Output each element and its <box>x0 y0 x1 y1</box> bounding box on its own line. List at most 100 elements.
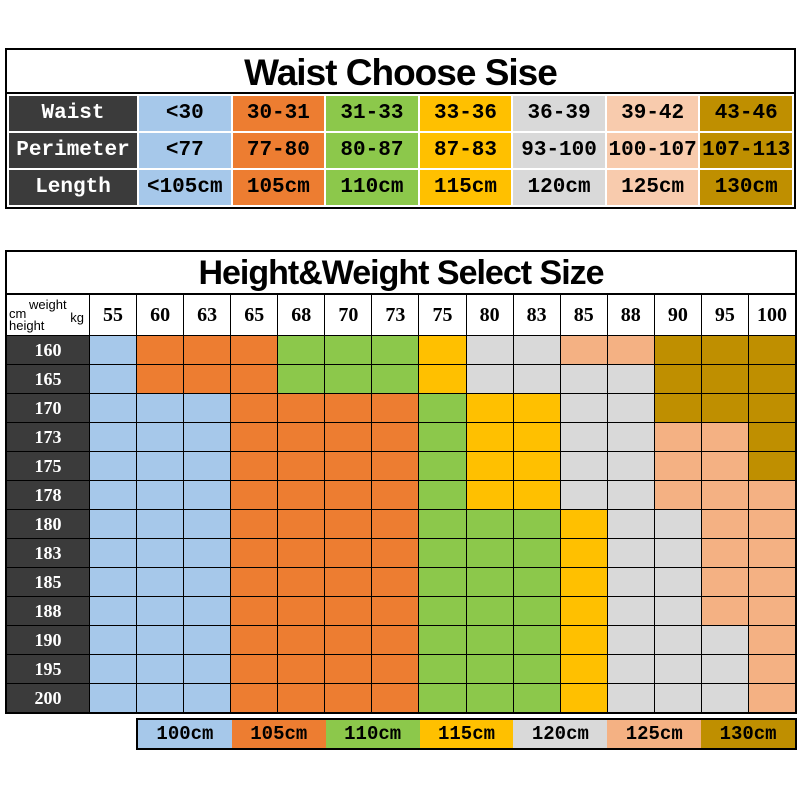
size-cell <box>325 597 372 625</box>
waist-cell: 36-39 <box>513 96 605 131</box>
size-cell <box>137 452 184 480</box>
size-cell <box>325 510 372 538</box>
size-cell <box>278 568 325 596</box>
size-cell <box>654 655 701 683</box>
size-cell <box>325 481 372 509</box>
size-cell <box>607 597 654 625</box>
size-cell <box>137 684 184 712</box>
weight-header-cell: 68 <box>278 295 325 335</box>
height-row-label: 183 <box>7 539 89 567</box>
size-cell <box>137 423 184 451</box>
size-cell <box>654 597 701 625</box>
weight-header-cell: 75 <box>419 295 466 335</box>
corner-cm-label: cm <box>9 306 27 321</box>
size-cell <box>748 452 795 480</box>
size-cell <box>137 655 184 683</box>
size-cell <box>560 394 607 422</box>
size-cell <box>325 655 372 683</box>
size-cell <box>560 655 607 683</box>
size-cell <box>607 365 654 393</box>
size-cell <box>466 684 513 712</box>
size-cell <box>654 568 701 596</box>
size-cell <box>231 336 278 364</box>
size-cell <box>701 452 748 480</box>
size-cell <box>419 655 466 683</box>
waist-table: Waist Choose Sise Waist <30 30-31 31-33 33-3… <box>5 48 796 209</box>
size-cell <box>701 684 748 712</box>
height-row-label: 188 <box>7 597 89 625</box>
size-cell <box>607 539 654 567</box>
size-cell <box>701 626 748 654</box>
size-cell <box>701 655 748 683</box>
legend-item: 105cm <box>231 720 326 748</box>
size-cell <box>137 336 184 364</box>
size-cell <box>137 365 184 393</box>
height-row-label: 200 <box>7 684 89 712</box>
size-cell <box>372 539 419 567</box>
size-cell <box>513 336 560 364</box>
height-row-label: 190 <box>7 626 89 654</box>
waist-cell: 107-113 <box>700 133 792 168</box>
size-cell <box>748 539 795 567</box>
size-cell <box>372 394 419 422</box>
size-cell <box>372 365 419 393</box>
size-cell <box>701 539 748 567</box>
size-cell <box>137 597 184 625</box>
size-cell <box>701 394 748 422</box>
size-cell <box>231 568 278 596</box>
height-row-label: 185 <box>7 568 89 596</box>
size-cell <box>513 394 560 422</box>
size-cell <box>607 452 654 480</box>
waist-cell: 87-83 <box>419 133 512 168</box>
size-cell <box>748 365 795 393</box>
size-cell <box>701 597 748 625</box>
weight-header-cell: 63 <box>184 295 231 335</box>
size-cell <box>372 423 419 451</box>
waist-cell: <77 <box>139 133 231 168</box>
size-cell <box>513 365 560 393</box>
size-cell <box>466 481 513 509</box>
size-cell <box>560 423 607 451</box>
size-cell <box>90 568 137 596</box>
size-cell <box>748 481 795 509</box>
size-cell <box>90 510 137 538</box>
weight-header-cell: 88 <box>607 295 654 335</box>
weight-header-cell: 55 <box>90 295 137 335</box>
size-cell <box>466 365 513 393</box>
size-cell <box>231 510 278 538</box>
size-cell <box>654 423 701 451</box>
size-cell <box>278 539 325 567</box>
waist-table-grid: Waist <30 30-31 31-33 33-36 36-39 39-42 43-46 Pe… <box>7 94 794 207</box>
size-cell <box>231 684 278 712</box>
size-cell <box>513 481 560 509</box>
size-cell <box>372 510 419 538</box>
size-cell <box>137 568 184 596</box>
size-cell <box>560 539 607 567</box>
waist-cell: 120cm <box>513 170 605 205</box>
height-row-label: 180 <box>7 510 89 538</box>
size-cell <box>325 539 372 567</box>
size-cell <box>90 365 137 393</box>
size-cell <box>701 481 748 509</box>
legend-item: 100cm <box>138 720 232 748</box>
size-cell <box>466 423 513 451</box>
legend: 100cm 105cm 110cm 115cm 120cm 125cm 130cm <box>136 718 797 750</box>
size-cell <box>748 684 795 712</box>
waist-cell: <30 <box>139 96 231 131</box>
size-cell <box>513 684 560 712</box>
corner-cell: cm weight height kg <box>7 295 89 335</box>
size-cell <box>278 365 325 393</box>
size-cell <box>560 597 607 625</box>
size-grid: cm weight height kg 55 60 63 65 68 70 73 75 80 83… <box>7 295 795 712</box>
size-cell <box>137 626 184 654</box>
size-cell <box>184 626 231 654</box>
size-cell <box>90 452 137 480</box>
weight-header-cell: 73 <box>372 295 419 335</box>
size-cell <box>278 336 325 364</box>
size-cell <box>466 452 513 480</box>
weight-header-cell: 90 <box>654 295 701 335</box>
size-cell <box>419 365 466 393</box>
size-cell <box>372 452 419 480</box>
legend-item: 125cm <box>607 720 702 748</box>
waist-cell: 93-100 <box>513 133 605 168</box>
